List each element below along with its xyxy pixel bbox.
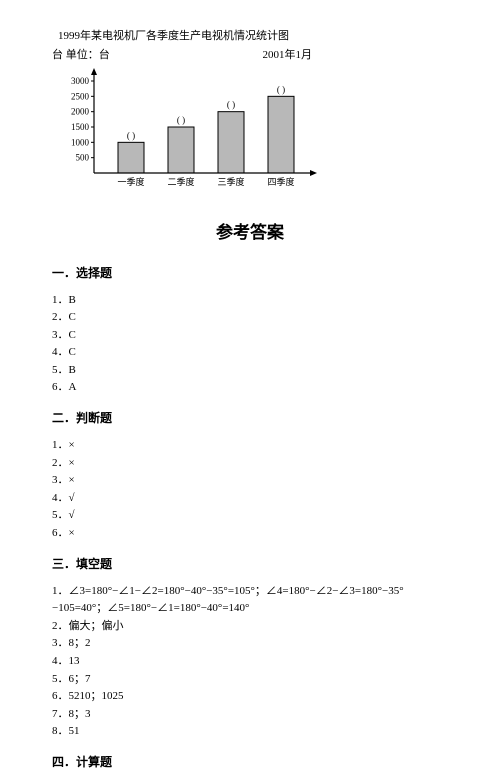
svg-text:2000: 2000 <box>71 107 90 117</box>
svg-text:四季度: 四季度 <box>267 176 294 187</box>
fill-list-item: 7．8；3 <box>52 706 448 724</box>
section-calc-heading: 四．计算题 <box>52 753 448 771</box>
chart-title: 1999年某电视机厂各季度生产电视机情况统计图 <box>52 28 448 45</box>
judge-list-item: 3．× <box>52 472 448 490</box>
fill-list-item: 5．6；7 <box>52 671 448 689</box>
section-judge-heading: 二．判断题 <box>52 409 448 427</box>
svg-text:一季度: 一季度 <box>117 176 144 187</box>
choice-list-item: 3．C <box>52 327 448 345</box>
main-heading: 参考答案 <box>52 220 448 246</box>
bar-chart: 500 1000 1500 2000 2500 3000 ( ) 一季度 ( ) 二季度 ( ) 三季… <box>52 63 332 198</box>
judge-list-item: 6．× <box>52 525 448 543</box>
choice-list-item: 6．A <box>52 379 448 397</box>
fill-list-item: 1．∠3=180°−∠1−∠2=180°−40°−35°=105°；∠4=180… <box>52 583 448 618</box>
choice-list: 1．B2．C3．C4．C5．B6．A <box>52 292 448 398</box>
fill-list: 1．∠3=180°−∠1−∠2=180°−40°−35°=105°；∠4=180… <box>52 583 448 741</box>
svg-text:3000: 3000 <box>71 76 90 86</box>
svg-text:1000: 1000 <box>71 137 90 147</box>
svg-text:2500: 2500 <box>71 91 90 101</box>
choice-list-item: 1．B <box>52 292 448 310</box>
fill-list-item: 2．偏大；偏小 <box>52 618 448 636</box>
chart-unit-label: 台 单位：台 <box>52 47 110 64</box>
choice-list-item: 2．C <box>52 309 448 327</box>
svg-text:( ): ( ) <box>227 100 235 110</box>
svg-text:三季度: 三季度 <box>217 176 244 187</box>
chart-date-label: 2001年1月 <box>263 47 313 64</box>
fill-list-item: 8．51 <box>52 723 448 741</box>
svg-text:1500: 1500 <box>71 122 90 132</box>
chart-block: 1999年某电视机厂各季度生产电视机情况统计图 台 单位：台 2001年1月 5… <box>52 28 448 198</box>
choice-list-item: 5．B <box>52 362 448 380</box>
svg-text:500: 500 <box>76 153 90 163</box>
judge-list-item: 2．× <box>52 455 448 473</box>
svg-text:二季度: 二季度 <box>167 176 194 187</box>
choice-list-item: 4．C <box>52 344 448 362</box>
svg-text:( ): ( ) <box>127 130 135 140</box>
judge-list-item: 4．√ <box>52 490 448 508</box>
fill-list-item: 3．8；2 <box>52 635 448 653</box>
fill-list-item: 6．5210；1025 <box>52 688 448 706</box>
section-choice-heading: 一．选择题 <box>52 264 448 282</box>
section-fill-heading: 三．填空题 <box>52 555 448 573</box>
chart-subtitle: 台 单位：台 2001年1月 <box>52 47 312 64</box>
judge-list: 1．×2．×3．×4．√5．√6．× <box>52 437 448 543</box>
fill-list-item: 4．13 <box>52 653 448 671</box>
judge-list-item: 1．× <box>52 437 448 455</box>
svg-text:( ): ( ) <box>177 115 185 125</box>
judge-list-item: 5．√ <box>52 507 448 525</box>
svg-text:( ): ( ) <box>277 84 285 94</box>
